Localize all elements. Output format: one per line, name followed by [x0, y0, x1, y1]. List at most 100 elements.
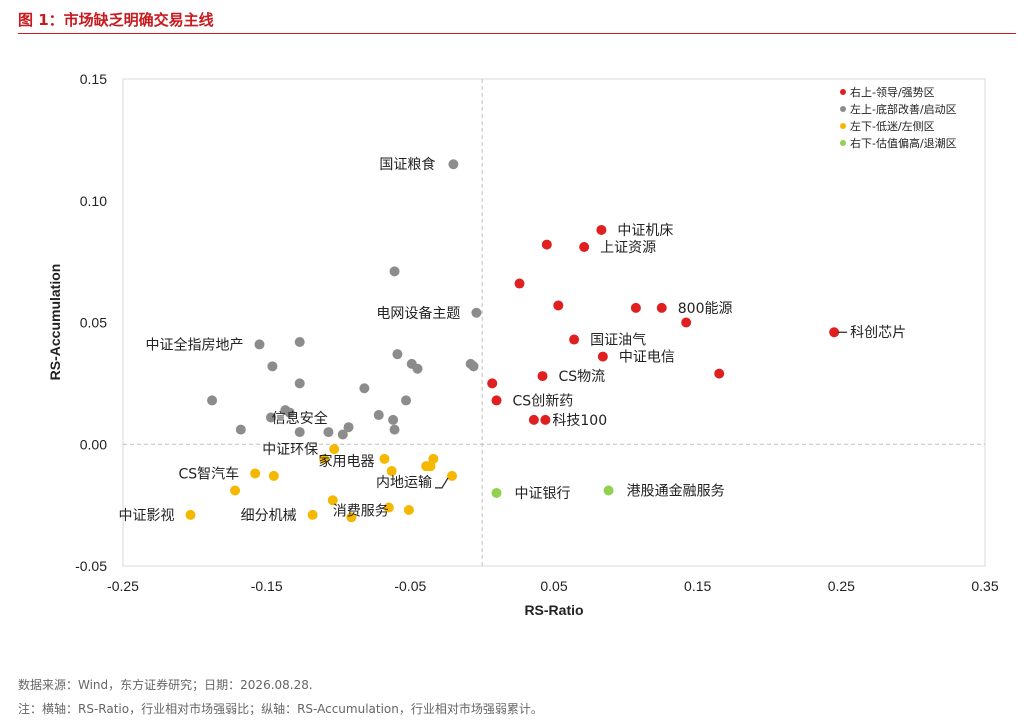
- x-tick-label: 0.15: [684, 578, 711, 594]
- data-point: [294, 378, 305, 389]
- point-label: 中证影视: [119, 508, 175, 524]
- label-leader-line: [434, 477, 449, 489]
- point-label: 细分机械: [241, 508, 297, 524]
- data-point: [596, 224, 607, 235]
- point-label: 家用电器: [318, 453, 374, 470]
- data-point: [323, 427, 334, 438]
- point-label: 国证油气: [590, 333, 646, 349]
- y-tick-label: -0.05: [75, 558, 107, 574]
- reference-lines: [123, 79, 985, 566]
- data-point: [319, 453, 330, 464]
- data-point: [412, 363, 423, 374]
- data-point: [383, 502, 394, 513]
- x-tick-label: 0.25: [828, 578, 855, 594]
- data-point: [337, 429, 348, 440]
- rs-scatter-chart: -0.25 -0.15 -0.05 0.05 0.15 0.25 0.35 -0.05 0.0…: [47, 71, 999, 618]
- title-rule: [18, 33, 1016, 34]
- point-label: 800能源: [678, 301, 733, 317]
- data-point: [468, 361, 479, 372]
- data-point: [268, 470, 279, 481]
- point-label: 国证粮食: [379, 156, 435, 173]
- y-tick-label: 0.15: [80, 71, 107, 87]
- data-point: [284, 407, 295, 418]
- data-point: [230, 485, 241, 496]
- data-point: [329, 444, 340, 455]
- point-label: 中证环保: [262, 442, 318, 458]
- data-point: [373, 410, 384, 421]
- legend-marker: [840, 89, 846, 95]
- y-tick-label: 0.00: [80, 436, 107, 452]
- legend-marker: [840, 140, 846, 146]
- data-point: [487, 378, 498, 389]
- point-label: 科创芯片: [850, 325, 906, 341]
- data-point: [389, 424, 400, 435]
- x-tick-label: 0.35: [971, 578, 998, 594]
- data-point: [386, 466, 397, 477]
- legend-marker: [840, 123, 846, 129]
- data-point: [294, 427, 305, 438]
- data-point: [346, 512, 357, 523]
- point-label: CS创新药: [513, 393, 574, 409]
- data-point: [425, 461, 436, 472]
- data-point: [185, 509, 196, 520]
- data-point: [327, 495, 338, 506]
- data-point: [379, 453, 390, 464]
- point-label: CS物流: [559, 369, 606, 385]
- point-label: 消费服务: [333, 504, 389, 520]
- y-axis-label: RS-Accumulation: [47, 264, 63, 381]
- data-point: [603, 485, 614, 496]
- point-label: CS智汽车: [179, 465, 240, 482]
- axis-note: 注：横轴：RS-Ratio，行业相对市场强弱比；纵轴：RS-Accumulati…: [18, 702, 543, 716]
- source-note: 数据来源：Wind，东方证券研究；日期：2026.08.28.: [18, 678, 313, 692]
- data-point: [267, 361, 278, 372]
- data-point: [359, 383, 370, 394]
- plot-area: [122, 78, 986, 567]
- point-label: 信息安全: [272, 410, 328, 427]
- data-point: [540, 414, 551, 425]
- data-point: [630, 302, 641, 313]
- data-point: [471, 307, 482, 318]
- data-point: [448, 159, 459, 170]
- legend-entry: 右上-领导/强势区: [850, 85, 935, 99]
- data-point: [829, 327, 840, 338]
- data-point: [491, 487, 502, 498]
- y-tick-label: 0.10: [80, 193, 107, 209]
- point-label: 科技100: [552, 413, 607, 429]
- x-axis-ticks: -0.25 -0.15 -0.05 0.05 0.15 0.25 0.35: [107, 578, 999, 594]
- data-point: [388, 414, 399, 425]
- legend-marker: [840, 106, 846, 112]
- data-point: [403, 504, 414, 515]
- y-tick-label: 0.05: [80, 315, 107, 331]
- point-label: 上证资源: [600, 240, 656, 256]
- point-label: 中证银行: [515, 486, 571, 502]
- data-point: [446, 470, 457, 481]
- y-axis-ticks: -0.05 0.00 0.05 0.10 0.15: [75, 71, 107, 574]
- x-tick-label: 0.05: [540, 578, 567, 594]
- point-label: 中证电信: [619, 350, 675, 366]
- data-point: [656, 302, 667, 313]
- page-title: 图 1：市场缺乏明确交易主线: [18, 11, 214, 29]
- point-label: 电网设备主题: [376, 305, 460, 322]
- x-axis-label: RS-Ratio: [524, 602, 583, 618]
- data-point: [553, 300, 564, 311]
- point-label: 港股通金融服务: [627, 484, 725, 500]
- point-label: 中证全指房地产: [145, 336, 243, 353]
- data-point: [265, 412, 276, 423]
- data-point: [681, 317, 692, 328]
- legend-entry: 左上-底部改善/启动区: [850, 102, 957, 116]
- data-point: [514, 278, 525, 289]
- data-point: [343, 422, 354, 433]
- legend-entry: 左下-低迷/左侧区: [850, 120, 935, 133]
- point-label: 中证机床: [617, 223, 673, 239]
- data-point: [401, 395, 412, 406]
- point-label: 内地运输: [376, 475, 432, 491]
- legend-entry: 右下-估值偏高/退潮区: [850, 136, 957, 150]
- x-tick-label: -0.15: [251, 578, 283, 594]
- data-point: [294, 336, 305, 347]
- data-point: [254, 339, 265, 350]
- x-tick-label: -0.05: [394, 578, 426, 594]
- data-point: [392, 349, 403, 360]
- data-point: [569, 334, 580, 345]
